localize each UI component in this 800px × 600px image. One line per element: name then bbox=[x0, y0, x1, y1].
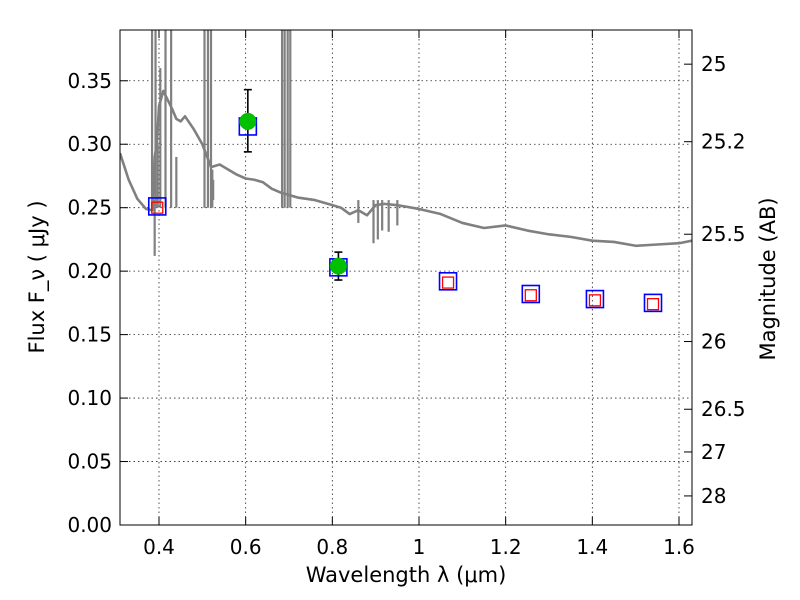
y-tick-label: 0.30 bbox=[67, 132, 112, 156]
y-tick-label: 0.10 bbox=[67, 386, 112, 410]
x-axis-title: Wavelength λ (μm) bbox=[306, 563, 507, 587]
model-red-square bbox=[441, 276, 455, 289]
model-red-square bbox=[588, 294, 602, 307]
x-tick-label: 1 bbox=[413, 535, 426, 559]
y2-tick-label: 26.5 bbox=[701, 397, 746, 421]
x-tick-label: 0.6 bbox=[230, 535, 262, 559]
y2-axis-title: Magnitude (AB) bbox=[756, 197, 780, 360]
y2-tick-label: 25.5 bbox=[701, 222, 746, 246]
y2-tick-label: 28 bbox=[701, 484, 726, 508]
y-tick-label: 0.00 bbox=[67, 513, 112, 537]
spectrum-layer bbox=[120, 30, 692, 256]
x-tick-label: 0.4 bbox=[143, 535, 175, 559]
x-tick-label: 0.8 bbox=[316, 535, 348, 559]
model-photometry-square bbox=[147, 197, 167, 216]
model-red-square bbox=[151, 201, 164, 214]
observed-point bbox=[329, 257, 347, 275]
model-red-square bbox=[524, 289, 537, 302]
model-photometry-square bbox=[438, 272, 458, 291]
y-axis-title: Flux F_ν ( μJy ) bbox=[25, 200, 50, 353]
y-tick-label: 0.05 bbox=[67, 450, 112, 474]
x-tick-label: 1.2 bbox=[490, 535, 522, 559]
y-tick-label: 0.15 bbox=[67, 323, 112, 347]
y2-tick-label: 25 bbox=[701, 52, 726, 76]
y2-tick-label: 26 bbox=[701, 330, 726, 354]
y2-tick-label: 27 bbox=[701, 440, 726, 464]
y2-tick-label: 25.2 bbox=[701, 130, 746, 154]
observed-point bbox=[239, 112, 257, 130]
marker-layer bbox=[147, 88, 663, 313]
tick-layer: 0.4 0.6 0.8 1 1.2 1.4 1.6 0.00 0.05 0.10 0.15 0.20 0… bbox=[67, 30, 746, 559]
model-photometry-square bbox=[643, 293, 663, 313]
model-photometry-square bbox=[521, 284, 541, 304]
x-tick-label: 1.4 bbox=[576, 535, 608, 559]
model-photometry-square bbox=[585, 289, 605, 309]
x-tick-label: 1.6 bbox=[663, 535, 695, 559]
y-tick-label: 0.20 bbox=[67, 259, 112, 283]
plot-frame bbox=[119, 29, 693, 526]
model-red-square bbox=[646, 298, 660, 311]
spectrum-line bbox=[120, 89, 692, 248]
y-tick-label: 0.35 bbox=[67, 69, 112, 93]
grid bbox=[120, 30, 692, 525]
spectrum-group bbox=[120, 30, 692, 256]
y-tick-label: 0.25 bbox=[67, 196, 112, 220]
